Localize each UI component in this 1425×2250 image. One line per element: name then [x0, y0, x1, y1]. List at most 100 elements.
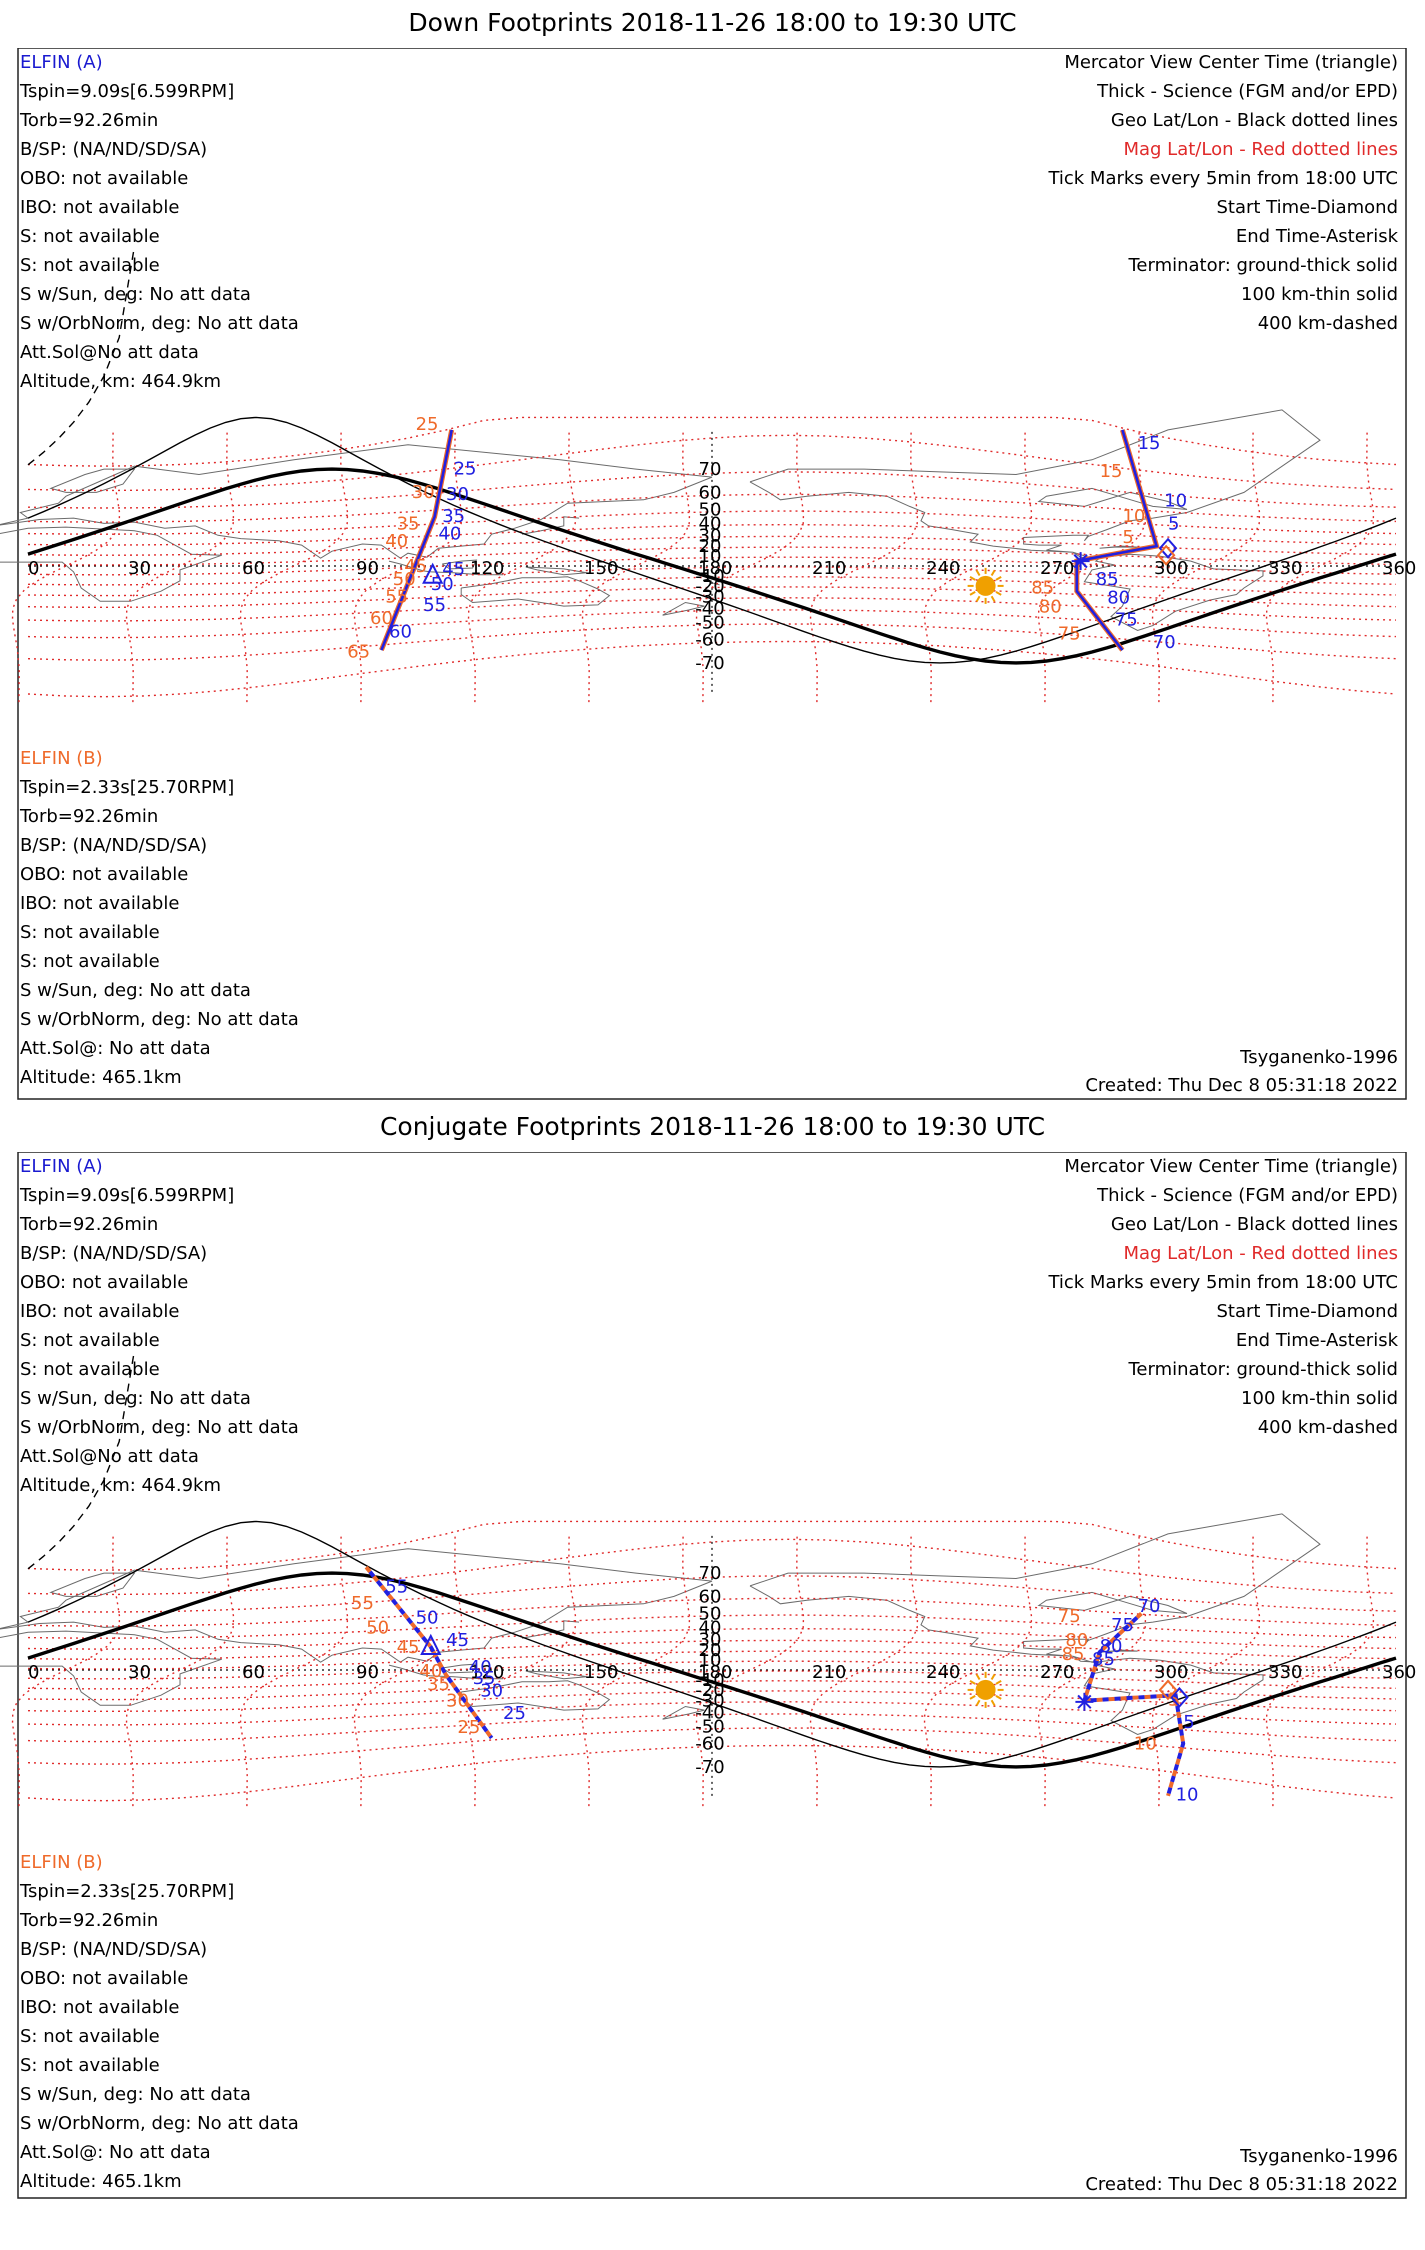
track-tick-label: 85	[1092, 1649, 1115, 1670]
track-tick-label: 80	[1107, 588, 1130, 609]
conjugate-info-a: ELFIN (A) Tspin=9.09s[6.599RPM] Torb=92.26…	[19, 1156, 299, 1496]
satellite-info-line: Att.Sol@No att data	[20, 1446, 199, 1467]
legend-km400: 400 km-dashed	[1258, 313, 1398, 334]
legend-terminator: Terminator: ground-thick solid	[1127, 1359, 1398, 1380]
terminator-ground-line	[27, 1571, 1397, 1769]
lat-tick-label: 40	[699, 513, 722, 534]
sun-ray	[995, 591, 1002, 596]
lon-tick-label: 300	[1154, 558, 1188, 579]
lat-tick-label: -40	[695, 1703, 724, 1724]
down-info-a: ELFIN (A) Tspin=9.09s[6.599RPM] Torb=92.26…	[19, 52, 299, 392]
sun-ray	[990, 595, 996, 602]
legend-terminator: Terminator: ground-thick solid	[1127, 255, 1398, 276]
track-tick-label: 35	[473, 1668, 496, 1689]
satellite-info-line: Altitude: 465.1km	[20, 2171, 182, 2192]
lat-tick-label: -10	[695, 1670, 724, 1691]
satellite-name: ELFIN (A)	[20, 1156, 103, 1177]
lat-tick-label: -10	[695, 566, 724, 587]
conjugate-mag-grid	[11, 1520, 1397, 1807]
mag-latitude-line	[27, 510, 1397, 535]
sun-ray	[975, 1699, 981, 1706]
satellite-info-line: IBO: not available	[20, 197, 179, 218]
legend-view: Mercator View Center Time (triangle)	[1064, 52, 1398, 73]
track-tick-label: 40	[469, 1657, 492, 1678]
mag-tick-label: 45	[397, 1637, 420, 1658]
satellite-info-line: Att.Sol@: No att data	[20, 2142, 211, 2163]
lon-tick-label: 360	[1382, 1662, 1416, 1683]
terminator-100km-line	[27, 1520, 1397, 1768]
coastline	[525, 566, 587, 576]
mag-tick-label: 50	[393, 569, 416, 590]
satellite-info-line: Torb=92.26min	[19, 1910, 158, 1931]
conjugate-markers	[420, 1633, 1189, 1711]
satellite-info-line: Att.Sol@No att data	[20, 342, 199, 363]
coastline	[1037, 487, 1188, 510]
lat-tick-label: -70	[695, 1757, 724, 1778]
lat-tick-label: -30	[695, 587, 724, 608]
satellite-info-line: S: not available	[20, 1330, 160, 1351]
coastline	[460, 576, 611, 607]
terminator-400km-line	[27, 1350, 136, 1570]
lon-tick-label: 180	[698, 558, 732, 579]
conjugate-footprints-map[interactable]: 0 30 60 90 120 150 180 210 240 270 300 330 360706050…	[0, 1152, 1425, 2202]
mag-latitude-line	[27, 623, 1397, 661]
track-tick-label: 10	[1176, 1785, 1199, 1806]
satellite-info-line: S: not available	[20, 226, 160, 247]
mag-tick-label: 40	[385, 531, 408, 552]
mag-latitude-line	[27, 1639, 1397, 1660]
satellite-info-line: Att.Sol@: No att data	[20, 1038, 211, 1059]
down-frame	[17, 48, 1407, 1100]
satellite-info-line: S: not available	[20, 2026, 160, 2047]
track-tick-label: 45	[442, 559, 465, 580]
legend-end: End Time-Asterisk	[1236, 1330, 1399, 1351]
terminator-ground-line	[27, 467, 1397, 665]
legend-start: Start Time-Diamond	[1216, 1301, 1398, 1322]
coastline	[711, 1686, 720, 1690]
satellite-info-line: Torb=92.26min	[19, 110, 158, 131]
mag-tick-label: 10	[1134, 1734, 1157, 1755]
conjugate-geo-grid	[28, 1533, 1396, 1796]
lat-tick-label: -20	[695, 576, 724, 597]
down-info-b: ELFIN (B) Tspin=2.33s[25.70RPM] Torb=92.26…	[19, 748, 299, 1088]
track-tick-label: 5	[1168, 514, 1179, 535]
footprint-line	[380, 429, 453, 651]
mag-latitude-line	[27, 1614, 1397, 1639]
center-time-triangle-icon	[422, 562, 444, 584]
track-tick-label: 85	[1096, 569, 1119, 590]
mag-latitude-line	[27, 1597, 1397, 1627]
lat-tick-label: -30	[695, 1691, 724, 1712]
down-sun-icon	[967, 567, 1004, 604]
satellite-info-line: Altitude, km: 464.9km	[20, 1475, 221, 1496]
lon-tick-label: 360	[1382, 558, 1416, 579]
legend-geo: Geo Lat/Lon - Black dotted lines	[1111, 1214, 1398, 1235]
satellite-info-line: S w/OrbNorm, deg: No att data	[20, 2113, 299, 2134]
track-tick-label: 70	[1138, 1596, 1161, 1617]
lon-tick-label: 0	[28, 558, 39, 579]
satellite-info-line: IBO: not available	[20, 893, 179, 914]
start-time-diamond-icon	[1170, 1686, 1189, 1708]
lon-tick-label: 90	[356, 558, 379, 579]
mag-tick-label: 25	[416, 414, 439, 435]
mag-latitude-line	[27, 471, 1397, 509]
mag-tick-label: 80	[1039, 597, 1062, 618]
sun-ray	[969, 1680, 976, 1685]
legend-ticks: Tick Marks every 5min from 18:00 UTC	[1047, 1272, 1398, 1293]
end-time-asterisk-icon	[1073, 554, 1088, 569]
track-tick-label: 55	[385, 1576, 408, 1597]
mag-tick-label: 35	[427, 1674, 450, 1695]
terminator-100km-line	[27, 416, 1397, 664]
satellite-info-line: Altitude: 465.1km	[20, 1067, 182, 1088]
legend-start: Start Time-Diamond	[1216, 197, 1398, 218]
satellite-info-line: S w/OrbNorm, deg: No att data	[20, 1417, 299, 1438]
lon-tick-label: 150	[584, 558, 618, 579]
mag-latitude-line	[27, 1713, 1397, 1743]
conjugate-terminator	[27, 1350, 1397, 1769]
down-footprints-map[interactable]: 0 30 60 90 120 150 180 210 240 270 300 330 360706050…	[0, 48, 1425, 1103]
center-time-triangle-icon	[420, 1633, 442, 1655]
lat-tick-label: 40	[699, 1617, 722, 1638]
lon-tick-label: 300	[1154, 1662, 1188, 1683]
